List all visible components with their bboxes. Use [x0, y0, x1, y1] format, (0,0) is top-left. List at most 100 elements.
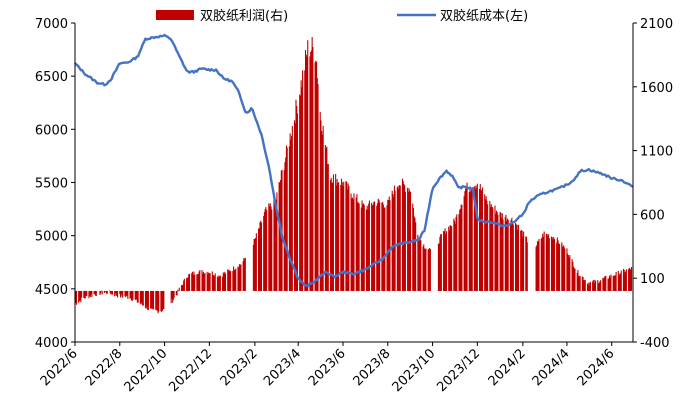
profit-bar	[367, 209, 369, 291]
profit-bar	[105, 290, 107, 292]
profit-bar	[361, 200, 363, 291]
profit-bar	[628, 267, 630, 291]
profit-bar	[111, 290, 113, 295]
profit-bar	[624, 272, 626, 291]
profit-bar	[284, 162, 286, 291]
profit-bar	[571, 259, 573, 291]
profit-bar	[332, 174, 334, 291]
profit-bar	[360, 207, 362, 291]
profit-bar	[608, 278, 610, 291]
profit-bar	[509, 223, 511, 291]
profit-bar	[151, 290, 153, 309]
profit-bar	[449, 225, 451, 291]
profit-bar	[588, 285, 590, 291]
profit-bar	[476, 188, 478, 291]
profit-bar	[84, 290, 86, 299]
profit-bar	[429, 248, 431, 291]
x-tick-label: 2022/12	[166, 346, 215, 395]
profit-bar	[407, 187, 409, 291]
x-tick-label: 2023/6	[306, 346, 349, 389]
profit-bar	[451, 226, 453, 291]
profit-bar	[609, 277, 611, 291]
profit-bar	[366, 205, 368, 291]
profit-bar	[321, 131, 323, 291]
profit-bar	[397, 185, 399, 291]
profit-bar	[427, 249, 429, 291]
profit-bar	[263, 211, 265, 291]
profit-bar	[492, 207, 494, 291]
profit-bar	[196, 274, 198, 291]
profit-bar	[615, 271, 617, 291]
profit-bar	[445, 231, 448, 291]
profit-bar	[86, 290, 88, 297]
profit-bar	[371, 202, 373, 291]
profit-bar	[95, 290, 97, 296]
profit-bar	[412, 203, 414, 291]
profit-bar	[346, 181, 348, 291]
profit-bar	[454, 220, 456, 291]
profit-bar	[495, 210, 497, 291]
profit-bar	[316, 78, 318, 291]
profit-bar	[500, 212, 502, 291]
profit-bar	[201, 270, 203, 291]
profit-bar	[235, 268, 237, 291]
profit-bar	[497, 214, 499, 291]
profit-bar	[525, 236, 527, 291]
profit-bar	[146, 290, 148, 307]
profit-bar	[566, 248, 568, 291]
profit-bar	[327, 163, 329, 291]
profit-bar	[127, 290, 129, 299]
profit-bar	[145, 290, 147, 309]
profit-bar	[558, 243, 560, 291]
x-tick-label: 2023/12	[434, 346, 483, 395]
profit-bar	[275, 199, 277, 291]
profit-bar	[106, 290, 108, 294]
profit-bar	[260, 220, 262, 291]
profit-bar	[345, 181, 347, 291]
profit-bar	[376, 205, 378, 291]
x-tick-label: 2022/8	[83, 346, 126, 389]
profit-bar	[521, 230, 523, 291]
profit-bar	[408, 188, 410, 291]
profit-bar	[376, 203, 379, 291]
profit-bar	[583, 280, 585, 291]
profit-bar	[296, 106, 298, 291]
profit-bar	[191, 271, 194, 291]
profit-bar	[628, 269, 630, 291]
profit-bar	[155, 290, 157, 310]
profit-bar	[188, 273, 191, 291]
x-tick-label: 2024/4	[530, 346, 573, 389]
profit-bar	[355, 197, 357, 291]
profit-bar	[85, 290, 87, 296]
profit-bar	[322, 125, 324, 291]
profit-bar	[319, 112, 321, 291]
profit-bar	[293, 120, 296, 291]
profit-bar	[285, 145, 287, 291]
profit-bar	[576, 272, 578, 291]
profit-bar	[81, 290, 83, 298]
profit-bar	[180, 285, 183, 291]
profit-bar	[114, 290, 116, 297]
profit-bar	[103, 290, 105, 294]
profit-bar	[440, 234, 442, 291]
profit-bar	[512, 221, 514, 291]
profit-bar	[224, 271, 226, 291]
profit-bar	[393, 196, 395, 291]
profit-bar	[188, 274, 190, 291]
profit-bar	[388, 196, 390, 291]
cost-line	[74, 33, 634, 288]
profit-bar	[586, 283, 589, 291]
profit-bar	[579, 276, 581, 291]
profit-bar	[191, 273, 193, 291]
profit-bar	[536, 245, 538, 291]
profit-bar	[481, 190, 483, 291]
profit-bar	[429, 249, 431, 291]
profit-bar	[104, 290, 106, 293]
profit-bar	[320, 120, 322, 291]
profit-bar	[612, 275, 614, 291]
profit-bar	[193, 271, 195, 291]
profit-bar	[347, 183, 349, 291]
profit-bar	[351, 198, 353, 291]
x-tick-label: 2023/8	[351, 346, 394, 389]
profit-bar	[121, 290, 123, 297]
